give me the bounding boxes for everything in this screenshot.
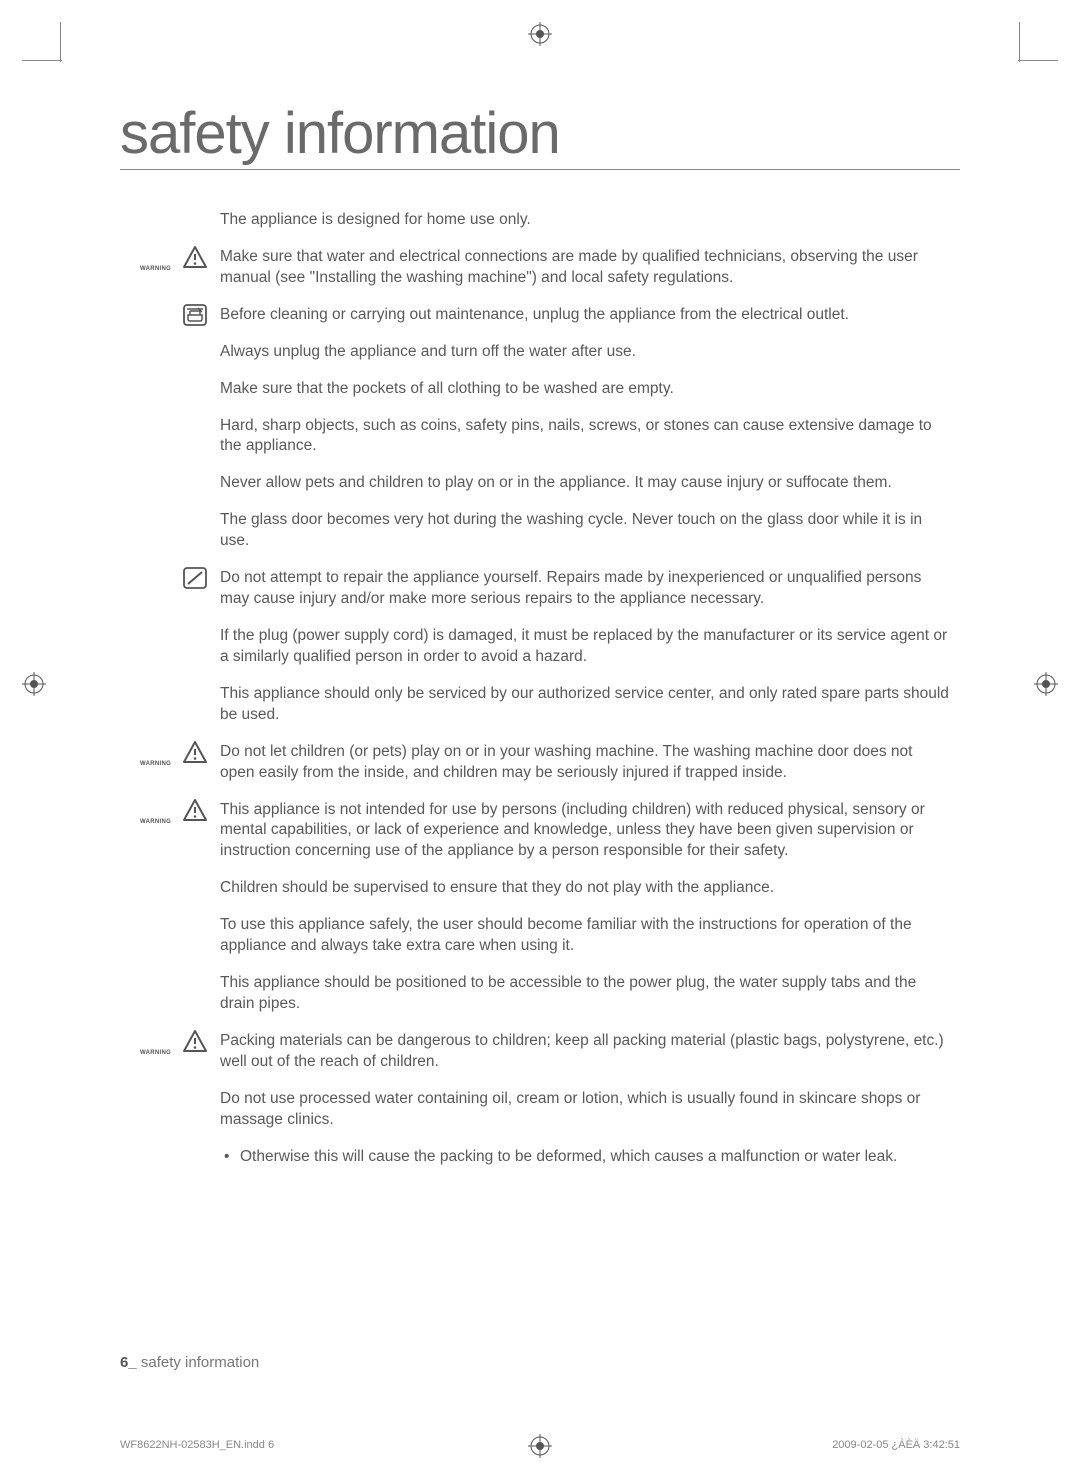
item-icon-slot: WARNING: [182, 245, 210, 276]
item-text: The appliance is designed for home use o…: [220, 211, 531, 228]
item-text: The glass door becomes very hot during t…: [220, 511, 922, 549]
safety-items-list: The appliance is designed for home use o…: [120, 210, 960, 1168]
warning-icon: [182, 740, 208, 764]
item-icon-slot: WARNING: [182, 740, 210, 771]
safety-item: Always unplug the appliance and turn off…: [220, 342, 950, 363]
warning-label: WARNING: [140, 760, 171, 768]
item-text: Before cleaning or carrying out maintena…: [220, 306, 849, 323]
item-icon-slot: [182, 566, 210, 597]
safety-item: Before cleaning or carrying out maintena…: [220, 305, 950, 326]
item-text: This appliance is not intended for use b…: [220, 801, 925, 860]
page-title: safety information: [120, 100, 960, 170]
crop-mark: [60, 22, 61, 62]
safety-item: To use this appliance safely, the user s…: [220, 915, 950, 957]
crop-mark: [1019, 22, 1020, 62]
item-text: Do not use processed water containing oi…: [220, 1090, 920, 1128]
registration-mark-top: [528, 22, 552, 51]
safety-item: WARNINGMake sure that water and electric…: [220, 247, 950, 289]
safety-item: Do not use processed water containing oi…: [220, 1089, 950, 1131]
item-icon-slot: WARNING: [182, 798, 210, 829]
item-text: Never allow pets and children to play on…: [220, 474, 892, 491]
unplug-icon: [182, 303, 208, 327]
safety-item: WARNINGPacking materials can be dangerou…: [220, 1031, 950, 1073]
item-text: Always unplug the appliance and turn off…: [220, 343, 636, 360]
warning-icon: [182, 1029, 208, 1053]
page-content: safety information The appliance is desi…: [120, 100, 960, 1168]
item-text: Children should be supervised to ensure …: [220, 879, 774, 896]
item-icon-slot: WARNING: [182, 1029, 210, 1060]
safety-item: WARNINGThis appliance is not intended fo…: [220, 800, 950, 863]
registration-mark-left: [22, 672, 46, 701]
item-text: Packing materials can be dangerous to ch…: [220, 1032, 944, 1070]
crop-mark: [1018, 60, 1058, 61]
item-text: Do not let children (or pets) play on or…: [220, 743, 912, 781]
item-text: This appliance should only be serviced b…: [220, 685, 949, 723]
item-text: To use this appliance safely, the user s…: [220, 916, 912, 954]
item-icon-slot: [182, 303, 210, 334]
safety-item: Do not attempt to repair the appliance y…: [220, 568, 950, 610]
safety-item: Make sure that the pockets of all clothi…: [220, 379, 950, 400]
safety-item: If the plug (power supply cord) is damag…: [220, 626, 950, 668]
safety-item: This appliance should be positioned to b…: [220, 973, 950, 1015]
safety-item: The glass door becomes very hot during t…: [220, 510, 950, 552]
item-text: This appliance should be positioned to b…: [220, 974, 916, 1012]
item-text: Make sure that the pockets of all clothi…: [220, 380, 674, 397]
footer-section-label: safety information: [141, 1354, 259, 1371]
page-number: 6_: [120, 1354, 137, 1371]
bullet-item: Otherwise this will cause the packing to…: [220, 1147, 950, 1168]
safety-item: This appliance should only be serviced b…: [220, 684, 950, 726]
safety-item: WARNINGDo not let children (or pets) pla…: [220, 742, 950, 784]
crop-mark: [22, 60, 62, 61]
registration-mark-bottom: [528, 1434, 552, 1463]
page-footer: 6_ safety information: [120, 1354, 259, 1371]
safety-item: Children should be supervised to ensure …: [220, 878, 950, 899]
registration-mark-right: [1034, 672, 1058, 701]
print-timestamp: 2009-02-05 ¿ÀÈÄ 3:42:51: [832, 1439, 960, 1451]
item-text: Do not attempt to repair the appliance y…: [220, 569, 921, 607]
warning-label: WARNING: [140, 818, 171, 826]
safety-item: Never allow pets and children to play on…: [220, 473, 950, 494]
warning-label: WARNING: [140, 265, 171, 273]
item-text: Hard, sharp objects, such as coins, safe…: [220, 417, 932, 455]
warning-icon: [182, 245, 208, 269]
print-file-name: WF8622NH-02583H_EN.indd 6: [120, 1439, 274, 1451]
warning-icon: [182, 798, 208, 822]
item-text: If the plug (power supply cord) is damag…: [220, 627, 947, 665]
item-text: Make sure that water and electrical conn…: [220, 248, 918, 286]
prohibit-icon: [182, 566, 208, 590]
safety-item: The appliance is designed for home use o…: [220, 210, 950, 231]
safety-item: Hard, sharp objects, such as coins, safe…: [220, 416, 950, 458]
warning-label: WARNING: [140, 1049, 171, 1057]
